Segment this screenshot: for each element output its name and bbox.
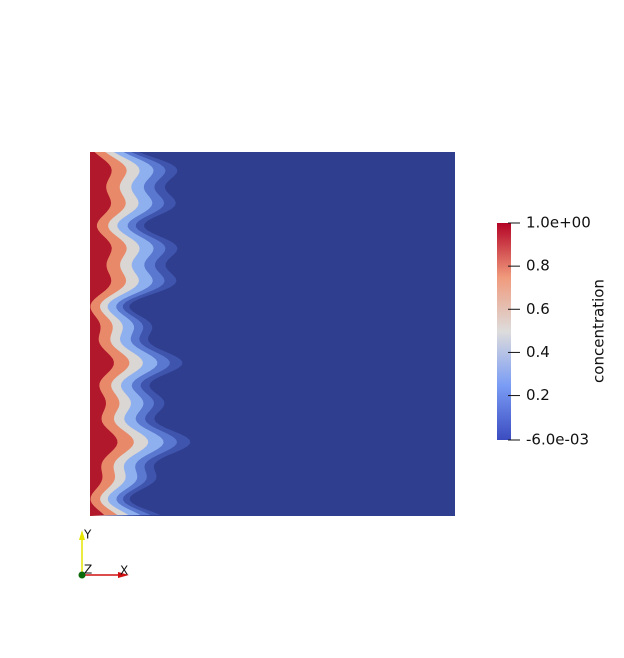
colorbar-tick-label: 0.4 <box>526 343 550 361</box>
colorbar-title: concentration <box>590 279 608 383</box>
z-axis <box>78 571 86 579</box>
field-layer <box>90 152 118 516</box>
y-arrow <box>79 530 85 540</box>
x-label: X <box>120 564 128 578</box>
colorbar-tick-label: 0.8 <box>526 257 550 275</box>
colorbar-tick-label: -6.0e-03 <box>526 431 589 449</box>
y-label: Y <box>83 528 92 542</box>
axes-triad: Y Z X <box>78 528 129 579</box>
colorbar: 1.0e+00 0.8 0.6 0.4 0.2 -6.0e-03 <box>497 214 591 449</box>
colorbar-tick-label: 0.6 <box>526 300 550 318</box>
z-label: Z <box>84 563 92 577</box>
concentration-field <box>90 152 191 516</box>
colorbar-tick-label: 1.0e+00 <box>526 214 591 232</box>
colorbar-tick-label: 0.2 <box>526 386 550 404</box>
x-arrow <box>118 572 129 578</box>
colorbar-scale <box>497 223 511 440</box>
